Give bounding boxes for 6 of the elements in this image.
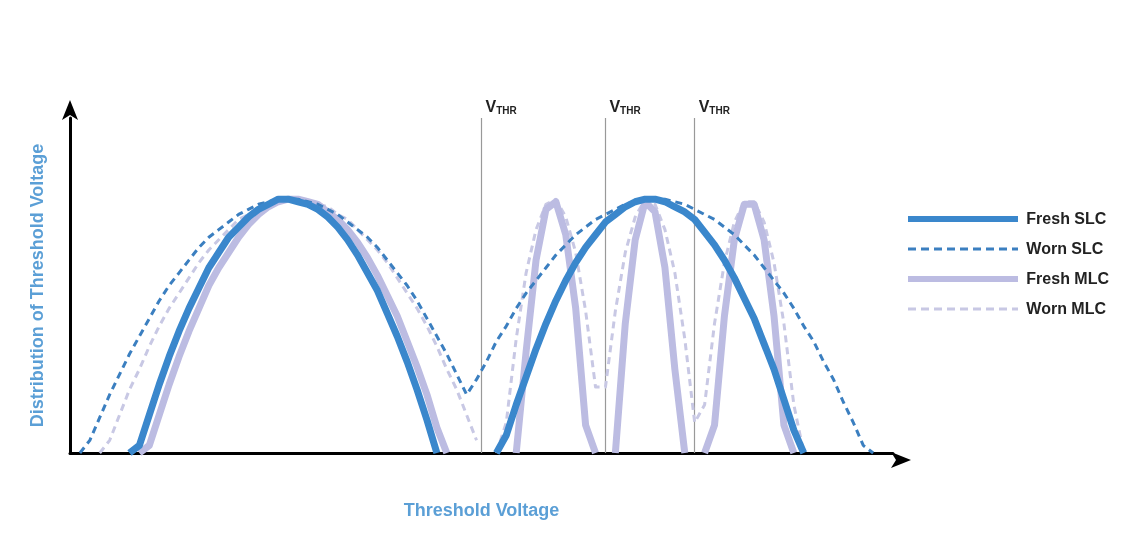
y-axis-title: Distribution of Threshold Voltage	[27, 143, 47, 428]
text: Fresh SLC	[1026, 210, 1107, 228]
text: Fresh MLC	[1026, 270, 1109, 288]
text: Worn SLC	[1026, 240, 1104, 258]
text: Worn MLC	[1026, 300, 1107, 318]
x-axis-title: Threshold Voltage	[403, 500, 560, 520]
